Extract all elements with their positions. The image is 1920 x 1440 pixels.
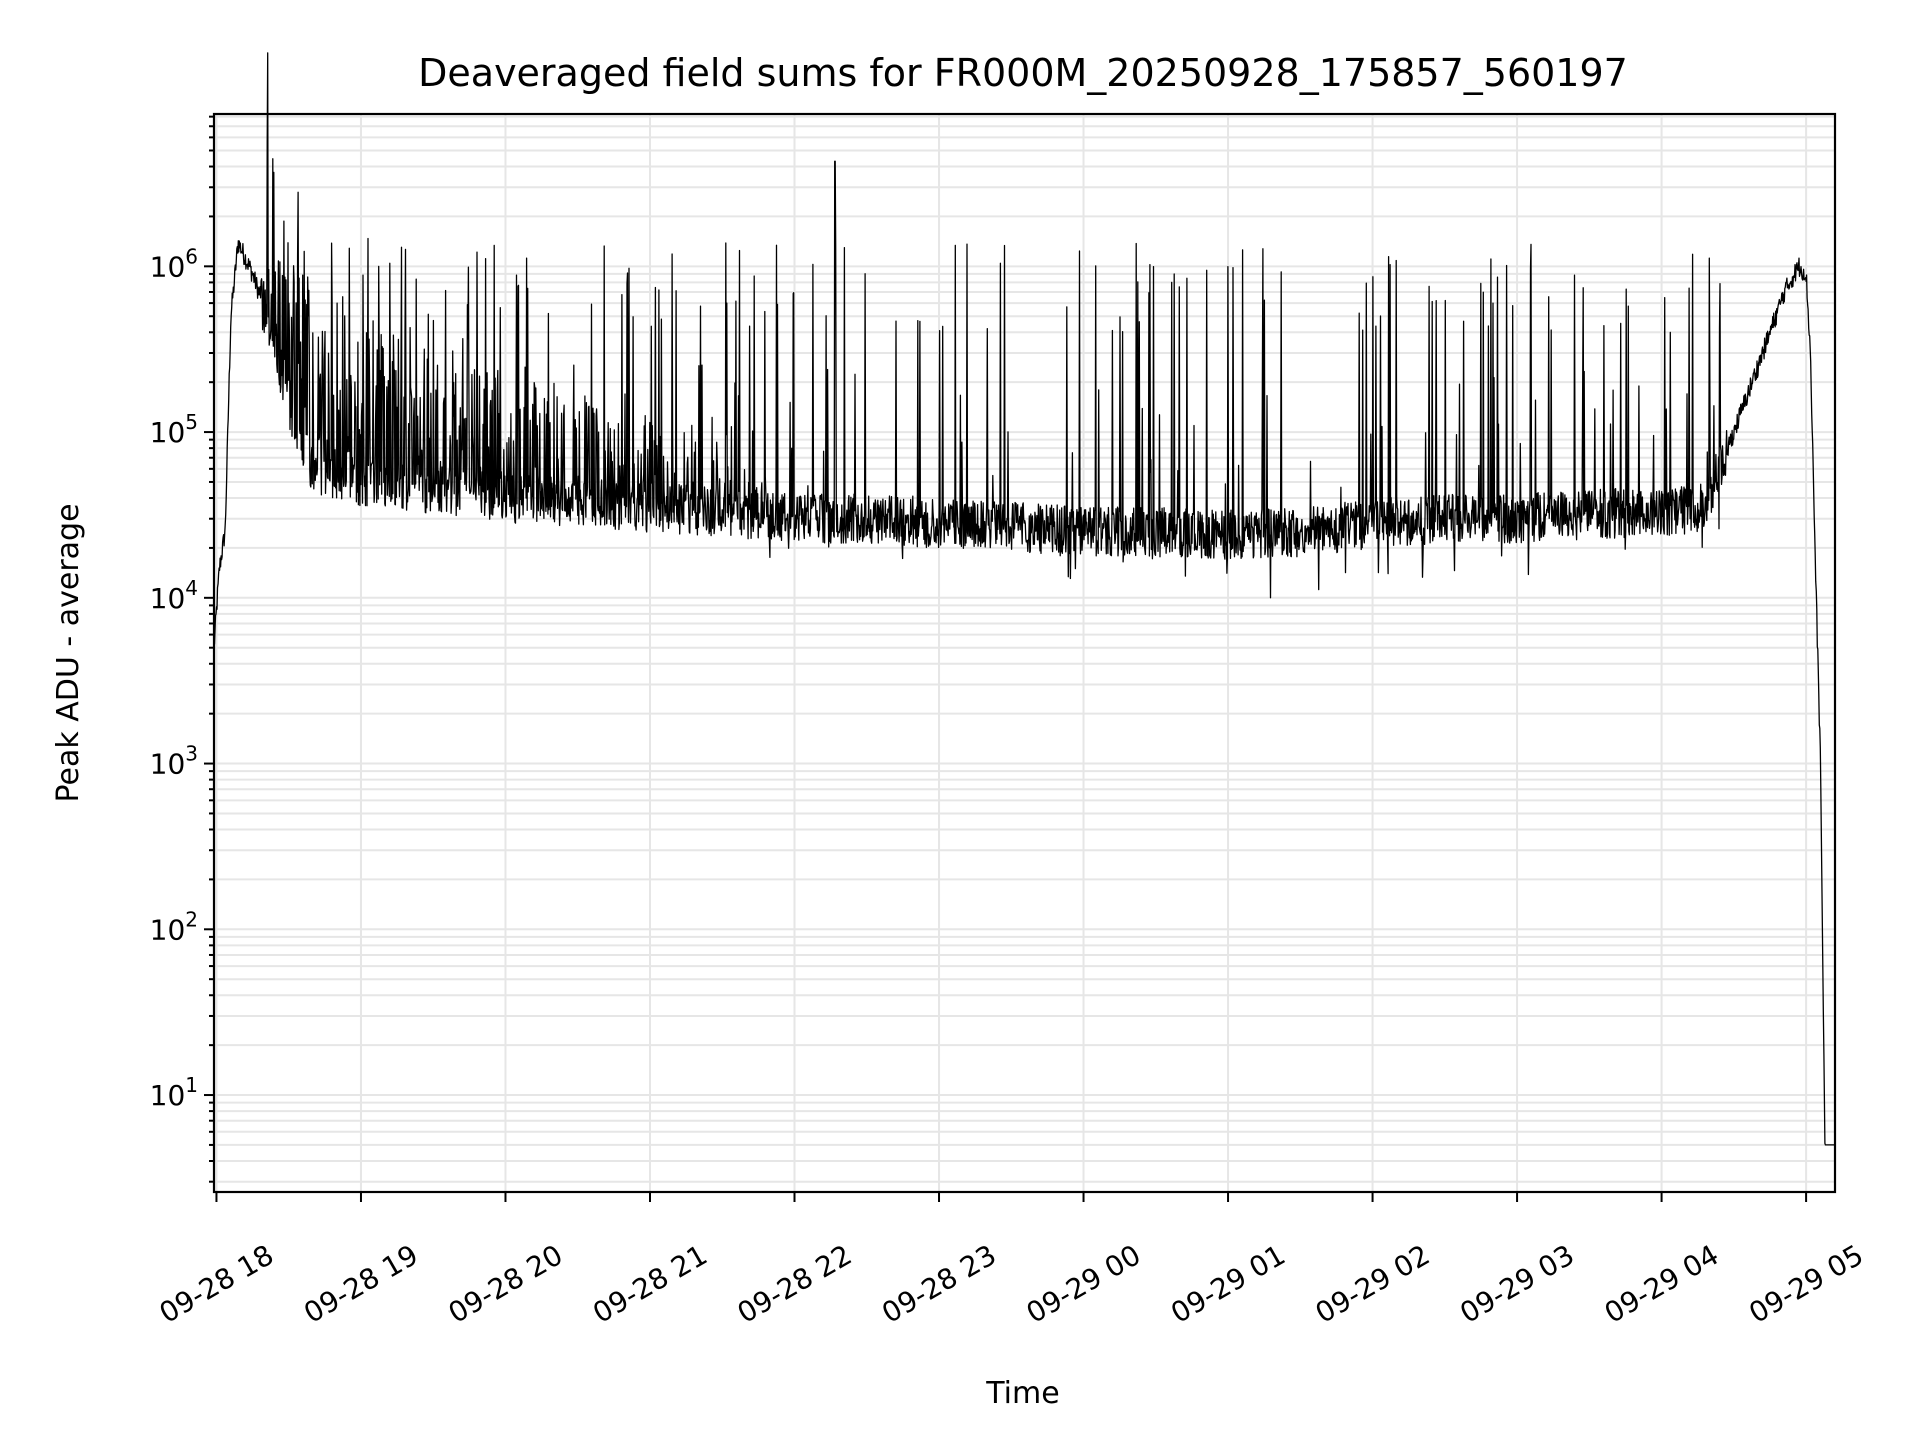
y-tick-label: 101 <box>150 1073 198 1112</box>
chart-title: Deaveraged field sums for FR000M_2025092… <box>418 51 1628 95</box>
y-tick-exponent: 2 <box>185 907 198 931</box>
x-tick-label: 09-28 23 <box>876 1238 1002 1330</box>
x-tick-label: 09-29 04 <box>1599 1238 1725 1330</box>
x-axis-label: Time <box>985 1376 1059 1411</box>
x-axis: 09-28 18 09-28 19 09-28 20 09-28 21 09-28 22… <box>154 1192 1869 1330</box>
x-tick-label: 09-29 03 <box>1454 1238 1580 1330</box>
series-line <box>213 52 1836 1146</box>
y-tick-base: 10 <box>150 582 186 615</box>
y-tick-base: 10 <box>150 416 186 449</box>
y-tick-label: 104 <box>150 576 198 615</box>
y-tick-label: 103 <box>150 742 198 781</box>
x-tick-label: 09-29 05 <box>1743 1238 1869 1330</box>
x-tick-label: 09-29 02 <box>1310 1238 1436 1330</box>
axes-frame <box>212 112 1837 1194</box>
y-axis-label: Peak ADU - average <box>51 503 86 802</box>
y-tick-label: 106 <box>150 244 198 283</box>
plot-area <box>213 52 1836 1146</box>
y-tick-exponent: 1 <box>185 1073 198 1097</box>
x-tick-label: 09-29 00 <box>1021 1238 1147 1330</box>
x-tick-label: 09-28 19 <box>298 1238 424 1330</box>
x-tick-label: 09-28 22 <box>732 1238 858 1330</box>
y-tick-base: 10 <box>150 250 186 283</box>
x-tick-label: 09-29 01 <box>1165 1238 1291 1330</box>
x-tick-label: 09-28 18 <box>154 1238 280 1330</box>
y-tick-exponent: 4 <box>185 576 198 600</box>
x-tick-label: 09-28 21 <box>587 1238 713 1330</box>
y-tick-base: 10 <box>150 748 186 781</box>
y-tick-base: 10 <box>150 913 186 946</box>
y-tick-label: 105 <box>150 410 198 449</box>
y-tick-exponent: 5 <box>185 410 198 434</box>
x-tick-label: 09-28 20 <box>443 1238 569 1330</box>
y-tick-exponent: 6 <box>185 244 198 268</box>
grid-lines <box>214 114 1835 1192</box>
y-tick-label: 102 <box>150 907 198 946</box>
y-tick-exponent: 3 <box>185 742 198 766</box>
y-tick-base: 10 <box>150 1079 186 1112</box>
